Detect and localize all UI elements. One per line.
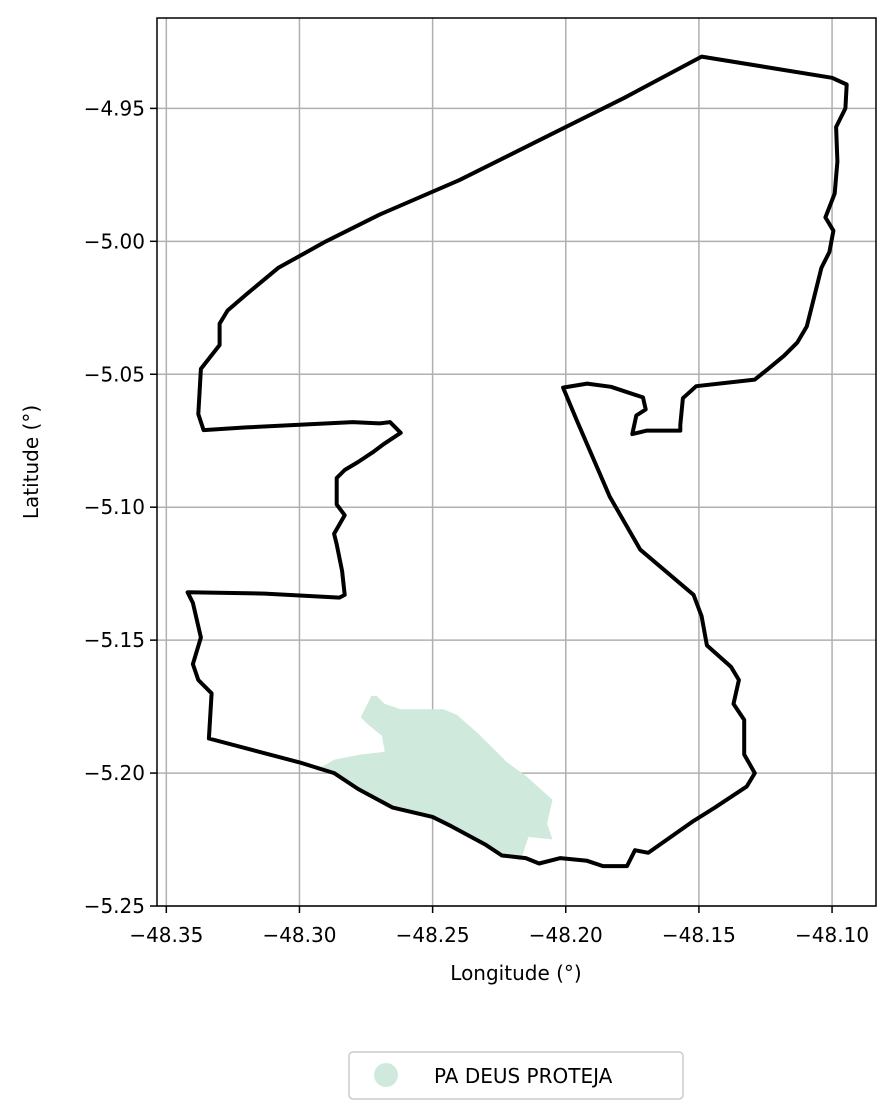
area-layer <box>315 696 553 861</box>
y-tick-label: −5.25 <box>84 894 145 918</box>
y-tick-label: −5.05 <box>84 362 145 386</box>
y-tick-label: −5.20 <box>84 761 145 785</box>
legend: PA DEUS PROTEJA <box>348 1051 684 1100</box>
boundary-layer <box>185 54 849 869</box>
y-axis-label: Latitude (°) <box>19 405 43 519</box>
x-axis-ticks: −48.35 −48.30 −48.25 −48.20 −48.15 −48.10 <box>129 906 869 947</box>
y-tick-label: −5.00 <box>84 229 145 253</box>
x-tick-label: −48.35 <box>129 923 203 947</box>
x-axis-label: Longitude (°) <box>450 961 581 985</box>
municipality-boundary <box>185 54 849 869</box>
area-pa-deus-proteja <box>315 696 553 861</box>
y-tick-label: −5.10 <box>84 495 145 519</box>
legend-label-pa-deus-proteja: PA DEUS PROTEJA <box>434 1064 613 1088</box>
x-tick-label: −48.15 <box>662 923 736 947</box>
legend-marker-pa-deus-proteja <box>374 1063 398 1087</box>
y-axis-ticks: −4.95 −5.00 −5.05 −5.10 −5.15 −5.20 −5.25 <box>84 96 157 918</box>
y-tick-label: −5.15 <box>84 628 145 652</box>
axes-frame <box>156 17 877 907</box>
x-tick-label: −48.30 <box>262 923 336 947</box>
x-tick-label: −48.10 <box>795 923 869 947</box>
y-tick-label: −4.95 <box>84 96 145 120</box>
x-tick-label: −48.25 <box>396 923 470 947</box>
x-tick-label: −48.20 <box>529 923 603 947</box>
legend-box <box>348 1051 684 1100</box>
